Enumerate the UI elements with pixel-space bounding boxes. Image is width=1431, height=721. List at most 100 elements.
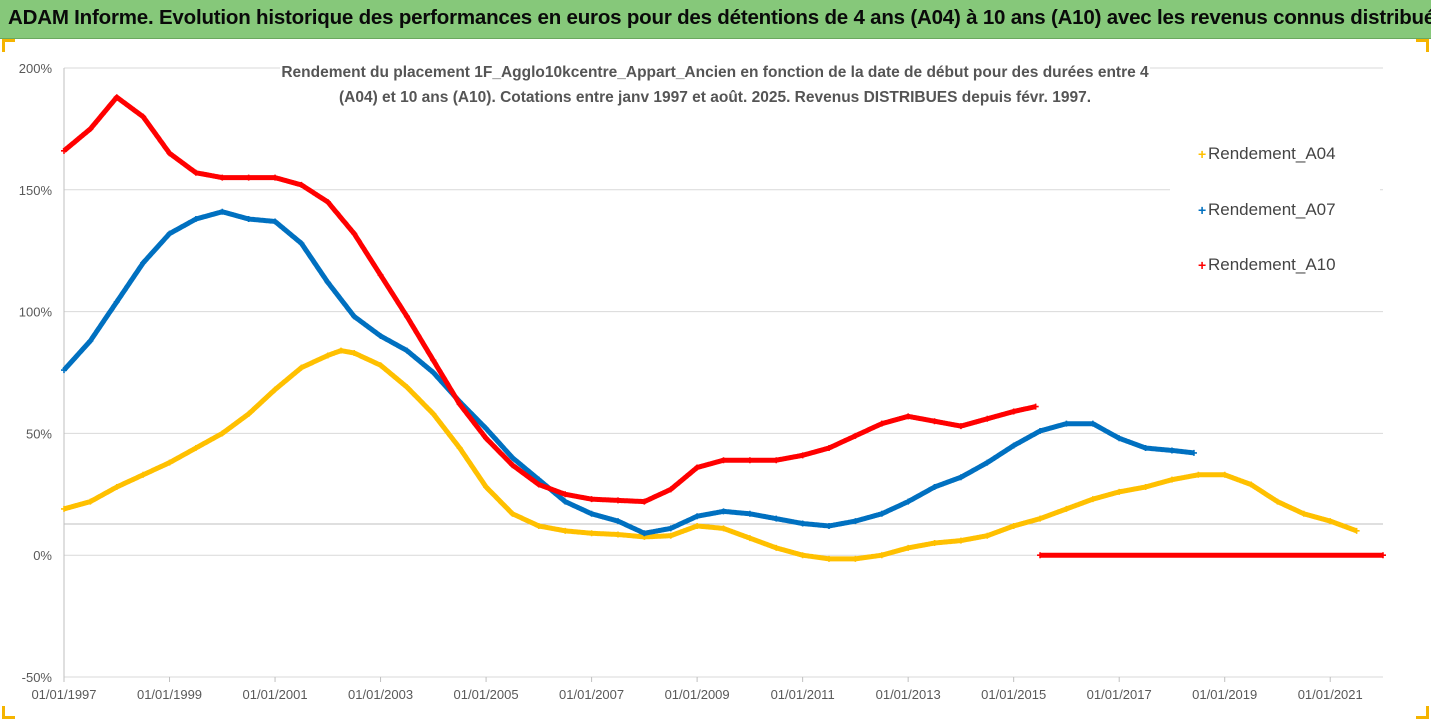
series-rendement-a04-point [456, 445, 463, 452]
x-tick-label: 01/01/2011 [771, 687, 835, 702]
series-rendement-a10-point [614, 497, 621, 504]
y-tick-label: 50% [26, 426, 52, 441]
x-tick-label: 01/01/1999 [137, 687, 202, 702]
series-rendement-a04 [61, 347, 1360, 562]
series-rendement-a04-point [272, 386, 279, 393]
selection-corner-bl [2, 706, 15, 719]
legend-label-a10: Rendement_A10 [1208, 255, 1336, 274]
series-rendement-a07-point [166, 230, 173, 237]
series-rendement-a07-point [667, 525, 674, 532]
series-rendement-a10-point [535, 481, 542, 488]
series-rendement-a04-point [430, 410, 437, 417]
series-rendement-a07-point [746, 510, 753, 517]
series-rendement-a04-point [614, 531, 621, 538]
series-rendement-a04-point [984, 532, 991, 539]
series-rendement-a07-point [61, 367, 67, 374]
series-rendement-a10-line [62, 94, 1038, 505]
series-rendement-a10-point [746, 457, 753, 464]
x-tick-label: 01/01/2005 [454, 687, 519, 702]
y-tick-label: 0% [33, 548, 52, 563]
series-rendement-a07-point [324, 279, 331, 286]
series-rendement-a07-point [140, 259, 147, 266]
series-rendement-a07-point [720, 508, 727, 515]
legend-label-a04: Rendement_A04 [1208, 144, 1336, 163]
series-rendement-a10-point [61, 147, 67, 154]
series-rendement-a10-point [957, 423, 964, 430]
series-rendement-a04-point [799, 552, 806, 559]
series-rendement-a10-point [377, 272, 384, 279]
legend-marker-a04: + [1198, 146, 1207, 162]
x-tick-label: 01/01/2001 [243, 687, 308, 702]
series-rendement-a07-point [1168, 447, 1175, 454]
series-rendement-a04-point [351, 350, 358, 357]
series-rendement-a04-point [1116, 488, 1123, 495]
series-rendement-a04-point [1327, 518, 1334, 525]
x-tick-label: 01/01/2019 [1192, 687, 1257, 702]
series-rendement-a07-point [192, 216, 199, 223]
series-rendement-a07-point [1037, 427, 1044, 434]
series-rendement-a07-point [694, 513, 701, 520]
series-rendement-a10-point [351, 230, 358, 237]
series-rendement-a10-point [588, 496, 595, 503]
series-rendement-a04-point [1037, 515, 1044, 522]
series-rendement-a10-point [245, 174, 252, 181]
y-tick-label: 150% [19, 183, 53, 198]
series-rendement-a07-point [1142, 445, 1149, 452]
series-rendement-a07-point [272, 218, 279, 225]
y-tick-label: 200% [19, 61, 53, 76]
series-rendement-a04-point [588, 530, 595, 537]
series-rendement-a04-point [1010, 522, 1017, 529]
series-rendement-a10-point [483, 435, 490, 442]
x-tick-label: 01/01/2013 [876, 687, 941, 702]
series-rendement-a07-point [641, 530, 648, 537]
series-rendement-a04-point [298, 364, 305, 371]
series-rendement-a04-point [324, 352, 331, 359]
series-rendement-a10-point [192, 169, 199, 176]
series-rendement-a04-point [166, 459, 173, 466]
series-rendement-a07-point [878, 510, 885, 517]
series-rendement-a10-point [720, 457, 727, 464]
legend-label-a07: Rendement_A07 [1208, 200, 1336, 219]
series-rendement-a04-point [245, 410, 252, 417]
series-rendement-a04-point [1195, 471, 1202, 478]
series-rendement-a04-point [140, 471, 147, 478]
series-rendement-a04-point [694, 522, 701, 529]
series-rendement-a07-point [377, 332, 384, 339]
series-rendement-a07-point [87, 337, 94, 344]
series-rendement-a04-point [1089, 496, 1096, 503]
series-rendement-a07-point [483, 425, 490, 432]
series-rendement-a07-point [773, 515, 780, 522]
series-rendement-a07-point [1116, 435, 1123, 442]
series-rendement-a04-point [1221, 471, 1228, 478]
series-rendement-a10-point [140, 113, 147, 120]
series-rendement-a07-point [826, 522, 833, 529]
chart-title: Rendement du placement 1F_Agglo10kcentre… [280, 60, 1150, 110]
series-rendement-a07-point [219, 208, 226, 215]
series-rendement-a10-point [456, 401, 463, 408]
x-tick-label: 01/01/2003 [348, 687, 413, 702]
series-rendement-a04-point [931, 540, 938, 547]
selection-corner-tr [1416, 39, 1429, 52]
x-tick-label: 01/01/2017 [1087, 687, 1152, 702]
series-rendement-a10-point [694, 464, 701, 471]
series-rendement-a04-point [113, 483, 120, 490]
series-rendement-a07-point [799, 520, 806, 527]
series-rendement-a07-point [298, 240, 305, 247]
series-rendement-a04-point [957, 537, 964, 544]
series-rendement-a07-point [1010, 442, 1017, 449]
series-rendement-a10-point [826, 445, 833, 452]
series-rendement-a07-point [562, 498, 569, 505]
series-rendement-a10-point [852, 432, 859, 439]
series-rendement-a04-point [219, 430, 226, 437]
series-rendement-a07-point [245, 216, 252, 223]
series-rendement-a04-point [403, 384, 410, 391]
series-rendement-a07-point [984, 459, 991, 466]
series-rendement-a10-point [667, 486, 674, 493]
series-rendement-a04-point [1300, 510, 1307, 517]
legend-marker-a10: + [1198, 257, 1207, 273]
series-rendement-a07-point [588, 510, 595, 517]
series-rendement-a10-point [1032, 403, 1039, 410]
series-rendement-a04-point [773, 544, 780, 551]
series-rendement-a04-point [562, 527, 569, 534]
